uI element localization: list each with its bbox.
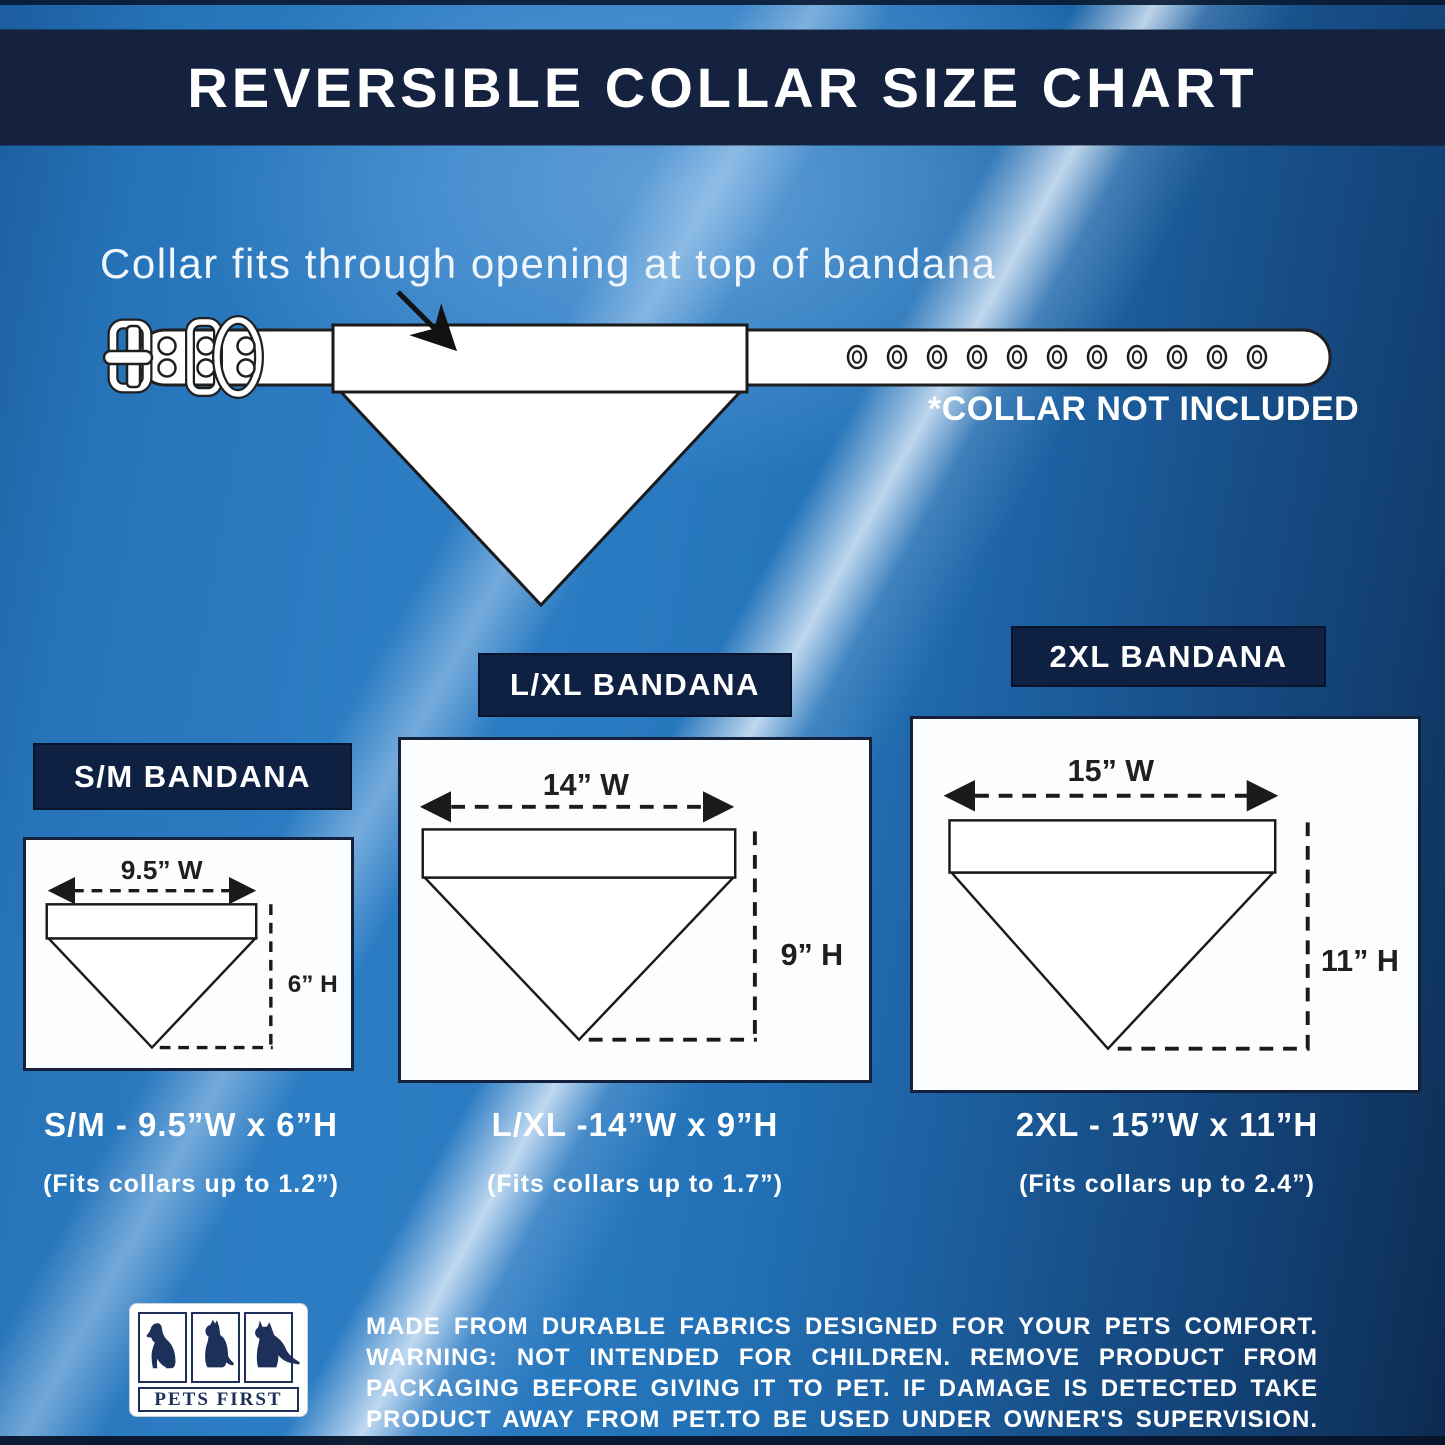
lxl-bandana-label-text: L/XL BANDANA	[510, 667, 760, 702]
xxl-fits-note: (Fits collars up to 2.4”)	[1019, 1170, 1315, 1198]
bandana-sleeve	[331, 323, 749, 394]
collar-not-included-note: *COLLAR NOT INCLUDED	[928, 390, 1360, 428]
sm-bandana-label: S/M BANDANA	[33, 743, 352, 810]
disclaimer-line: PACKAGING BEFORE GIVING IT TO PET. IF DA…	[366, 1375, 1318, 1402]
lxl-caption: L/XL -14”W x 9”H	[491, 1106, 779, 1143]
xxl-diagram: 15” W 11” H	[943, 754, 1399, 1051]
collar-eyelets	[846, 344, 1268, 370]
logo-dog-panels	[138, 1312, 307, 1383]
xxl-bandana-sleeve	[948, 819, 1277, 874]
xxl-bandana-label: 2XL BANDANA	[1011, 626, 1326, 687]
lxl-bandana-sleeve	[421, 828, 737, 879]
logo-wordmark: PETS FIRST	[138, 1387, 299, 1412]
bandana	[331, 323, 749, 608]
lxl-fits-note: (Fits collars up to 1.7”)	[487, 1170, 783, 1198]
lxl-width-label: 14” W	[543, 768, 630, 802]
disclaimer-line: WARNING: NOT INTENDED FOR CHILDREN. REMO…	[366, 1344, 1318, 1371]
xxl-height-label: 11” H	[1321, 944, 1399, 978]
sm-fits-note: (Fits collars up to 1.2”)	[43, 1170, 339, 1198]
bandana-triangle	[337, 390, 744, 608]
sm-bandana-label-text: S/M BANDANA	[74, 758, 311, 794]
sm-caption: S/M - 9.5”W x 6”H	[44, 1106, 338, 1143]
sm-height-label: 6” H	[288, 971, 338, 998]
collar-bandana-illustration	[102, 290, 1332, 608]
xxl-bandana-label-text: 2XL BANDANA	[1049, 638, 1288, 674]
title-banner: REVERSIBLE COLLAR SIZE CHART	[0, 30, 1445, 145]
xxl-diagram-box: 15” W 11” H	[910, 716, 1421, 1093]
disclaimer-line: PRODUCT AWAY FROM PET.TO BE USED UNDER O…	[366, 1406, 1318, 1433]
page-title: REVERSIBLE COLLAR SIZE CHART	[187, 56, 1258, 119]
sm-bandana-sleeve	[45, 903, 258, 940]
lxl-height-label: 9” H	[781, 938, 844, 972]
lxl-diagram-box: 14” W 9” H	[398, 737, 872, 1083]
dog-icon-2	[191, 1312, 240, 1383]
lxl-bandana-label: L/XL BANDANA	[478, 653, 792, 717]
dog-icon-3	[244, 1312, 300, 1383]
xxl-bandana-triangle	[948, 871, 1277, 1051]
pointer-arrow	[396, 290, 458, 352]
buckle-prong	[102, 349, 154, 366]
collar-fit-caption: Collar fits through opening at top of ba…	[100, 240, 997, 287]
lxl-diagram: 14” W 9” H	[419, 768, 844, 1042]
pets-first-logo: PETS FIRST	[129, 1303, 308, 1417]
xxl-width-label: 15” W	[1068, 754, 1155, 788]
sm-diagram: 9.5” W 6” H	[45, 855, 338, 1050]
sm-width-label: 9.5” W	[121, 855, 203, 885]
disclaimer-line: MADE FROM DURABLE FABRICS DESIGNED FOR Y…	[366, 1313, 1318, 1340]
dog-icon-1	[138, 1312, 187, 1383]
xxl-caption: 2XL - 15”W x 11”H	[1015, 1106, 1319, 1143]
lxl-bandana-triangle	[421, 876, 737, 1042]
sm-diagram-box: 9.5” W 6” H	[23, 837, 354, 1071]
sm-bandana-triangle	[45, 937, 259, 1050]
collar-buckle	[102, 315, 264, 399]
disclaimer: MADE FROM DURABLE FABRICS DESIGNED FOR Y…	[366, 1311, 1318, 1435]
